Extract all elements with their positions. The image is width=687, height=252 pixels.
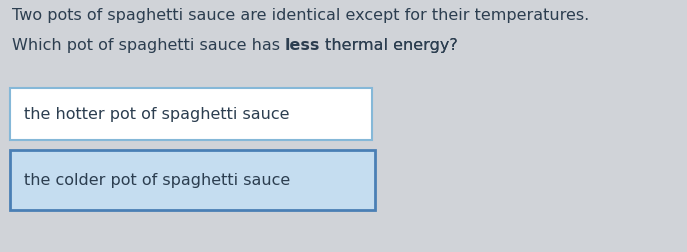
Bar	[10, 88, 372, 140]
Text: the hotter pot of spaghetti sauce: the hotter pot of spaghetti sauce	[24, 107, 289, 121]
Text: less: less	[285, 38, 321, 53]
Text: thermal energy?: thermal energy?	[321, 38, 458, 53]
Text: the colder pot of spaghetti sauce: the colder pot of spaghetti sauce	[24, 173, 290, 187]
Text: Two pots of spaghetti sauce are identical except for their temperatures.: Two pots of spaghetti sauce are identica…	[12, 8, 589, 23]
Text: Which pot of spaghetti sauce has: Which pot of spaghetti sauce has	[12, 38, 285, 53]
Text: thermal energy?: thermal energy?	[321, 38, 458, 53]
Bar	[10, 150, 375, 210]
